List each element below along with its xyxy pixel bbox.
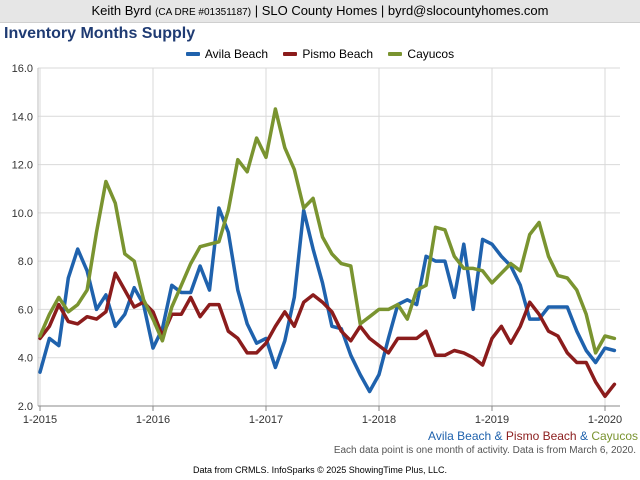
legend-label-pismo: Pismo Beach <box>302 47 374 61</box>
data-note: Each data point is one month of activity… <box>333 445 636 456</box>
y-tick-label: 16.0 <box>12 63 33 75</box>
legend-item-pismo: Pismo Beach <box>283 47 373 61</box>
x-tick-label: 1-2019 <box>475 414 509 426</box>
legend-swatch-cayucos <box>388 52 403 56</box>
x-tick-label: 1-2020 <box>588 414 622 426</box>
series-line-cayucos <box>38 107 617 355</box>
legend-label-cayucos: Cayucos <box>407 47 455 61</box>
series-line-pismo-beach <box>38 271 617 399</box>
footer-amp-2: & <box>579 429 588 443</box>
x-tick-label: 1-2017 <box>249 414 283 426</box>
x-tick-label: 1-2016 <box>136 414 170 426</box>
legend-swatch-pismo <box>283 52 298 56</box>
chart-legend: Avila Beach Pismo Beach Cayucos <box>0 45 640 61</box>
header-bar: Keith Byrd (CA DRE #01351187) | SLO Coun… <box>0 0 640 23</box>
x-tick-label: 1-2015 <box>23 414 57 426</box>
footer-cayucos: Cayucos <box>591 429 638 443</box>
footer-pismo: Pismo Beach <box>505 429 577 443</box>
y-tick-label: 6.0 <box>18 304 33 316</box>
legend-item-avila: Avila Beach <box>185 47 269 61</box>
y-tick-label: 12.0 <box>12 160 33 172</box>
y-tick-label: 10.0 <box>12 208 33 220</box>
footer-avila: Avila Beach <box>428 429 492 443</box>
footer-series-legend: Avila Beach & Pismo Beach & Cayucos <box>428 429 638 443</box>
legend-label-avila: Avila Beach <box>204 47 269 61</box>
agent-license: (CA DRE #01351187) <box>155 7 252 18</box>
x-tick-label: 1-2018 <box>362 414 396 426</box>
y-tick-label: 8.0 <box>18 256 33 268</box>
chart-title: Inventory Months Supply <box>4 25 196 42</box>
agent-name: Keith Byrd <box>91 3 152 18</box>
y-tick-label: 14.0 <box>12 111 33 123</box>
footer-amp-1: & <box>494 429 503 443</box>
y-tick-label: 2.0 <box>18 401 33 413</box>
y-tick-label: 4.0 <box>18 353 33 365</box>
data-source: Data from CRMLS. InfoSparks © 2025 Showi… <box>193 465 447 475</box>
legend-item-cayucos: Cayucos <box>388 47 454 61</box>
agent-contact: | SLO County Homes | byrd@slocountyhomes… <box>254 3 549 18</box>
legend-swatch-avila <box>185 52 200 56</box>
